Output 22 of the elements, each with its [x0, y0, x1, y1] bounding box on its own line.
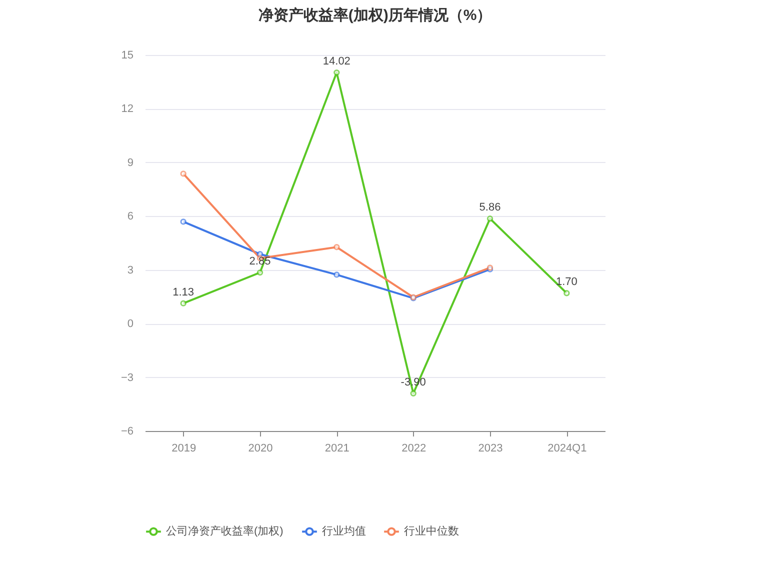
y-tick-label: 12	[121, 103, 134, 116]
x-tick-label: 2024Q1	[548, 442, 587, 454]
data-label: 14.02	[322, 56, 350, 68]
data-label: 1.13	[172, 286, 194, 298]
y-tick-label: 9	[127, 156, 134, 169]
y-tick-label: 6	[127, 210, 134, 223]
data-label: 1.70	[556, 276, 578, 288]
legend-label: 行业中位数	[404, 524, 459, 538]
y-tick-label: −6	[120, 426, 134, 438]
x-tick-label: 2023	[478, 442, 503, 454]
y-tick-label: 3	[127, 264, 134, 276]
y-tick-label: −3	[120, 372, 134, 384]
y-tick-label: 0	[127, 318, 134, 330]
y-tick-label: 15	[121, 50, 134, 62]
legend-label: 公司净资产收益率(加权)	[166, 524, 284, 538]
chart-title: 净资产收益率(加权)历年情况（%）	[258, 6, 492, 24]
data-label: 5.86	[479, 202, 501, 214]
x-tick-label: 2020	[248, 442, 273, 454]
x-tick-label: 2019	[172, 442, 196, 454]
legend-label: 行业均值	[322, 524, 366, 538]
x-tick-label: 2021	[324, 442, 350, 454]
x-tick-label: 2022	[402, 442, 426, 454]
